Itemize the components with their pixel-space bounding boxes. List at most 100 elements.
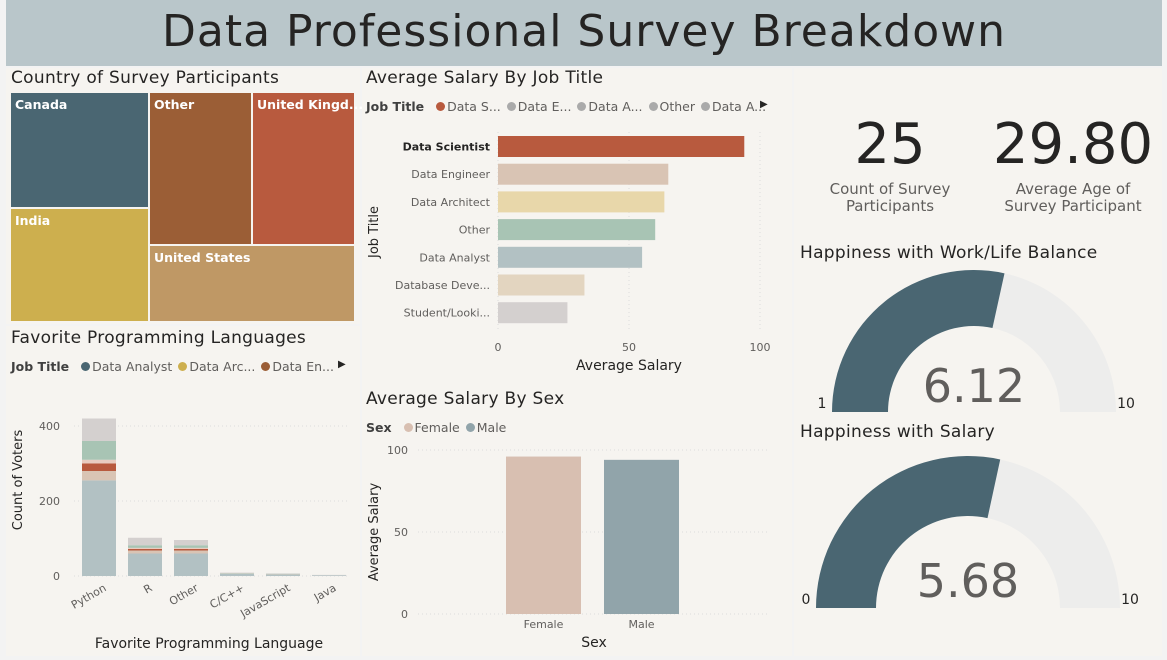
bar[interactable] [498,191,665,213]
legend-item[interactable]: Data S... [447,99,501,114]
bar[interactable] [498,246,643,268]
treemap-label: United States [154,250,251,265]
gauge-value: 6.12 [923,359,1025,413]
salary-job-chart[interactable]: 0 50 100 Data Scientist Data Engineer Data Ar… [362,120,792,376]
legend-item[interactable]: Data En... [272,359,334,374]
bar-segment[interactable] [174,545,208,548]
bar-segment[interactable] [266,574,300,577]
y-tick-label: Data Scientist [403,141,490,154]
legend-dot-icon [648,102,658,111]
treemap-cell-other[interactable]: Other [149,92,252,245]
bar[interactable] [498,219,656,241]
bar[interactable] [604,459,679,614]
x-tick-label: Other [167,581,201,608]
gauge-fill[interactable] [832,270,1005,412]
legend-item[interactable]: Female [414,420,460,435]
treemap-cell-united-states[interactable]: United States [149,245,355,322]
x-axis-title: Favorite Programming Language [95,636,323,652]
legend-item[interactable]: Data A... [588,99,643,114]
bar[interactable] [506,456,581,614]
treemap-cell-united-kingdom[interactable]: United Kingd... [252,92,363,245]
gauge-min-label: 1 [818,396,827,412]
legend-item[interactable]: Data E... [517,99,572,114]
y-tick-label: 0 [401,608,408,621]
x-tick-label: Java [311,581,339,604]
x-tick-label: Python [69,581,109,611]
y-tick-label: 200 [39,495,60,508]
bar-segment[interactable] [82,463,116,472]
bar[interactable] [498,163,669,185]
salary-sex-title: Average Salary By Sex [366,389,565,409]
gauge-title-salary: Happiness with Salary [800,422,996,442]
bar-segment[interactable] [128,553,162,577]
bar-segment[interactable] [174,540,208,546]
y-tick-label: Other [459,224,491,237]
gauge-max-label: 10 [1117,396,1135,412]
languages-panel [6,326,360,656]
bar-segment[interactable] [82,471,116,481]
x-tick-label: R [141,581,154,596]
treemap-label: Other [154,97,195,112]
bar[interactable] [498,136,745,157]
bar-segment[interactable] [312,575,346,576]
x-tick-label: 50 [622,341,636,354]
bar-segment[interactable] [174,553,208,577]
legend-next-arrow-icon[interactable]: ▶ [760,99,768,110]
bar-segment[interactable] [128,549,162,551]
legend-item[interactable]: Data Arc... [189,359,256,374]
legend-dot-icon [701,102,710,111]
bar-segment[interactable] [128,545,162,548]
x-tick-label: Female [524,618,564,631]
bar-segment[interactable] [82,418,116,442]
y-axis-title: Count of Voters [11,430,26,531]
legend-item[interactable]: Data Analyst [92,359,173,374]
bar-segment[interactable] [82,459,116,464]
y-tick-label: 50 [394,526,408,539]
bar-segment[interactable] [174,547,208,549]
bar[interactable] [498,274,585,296]
title-bar: Data Professional Survey Breakdown [6,0,1162,66]
treemap-cell-india[interactable]: India [10,208,149,322]
legend-title: Job Title [11,359,70,374]
count-card-label: Count of Survey Participants [829,180,951,215]
legend-title: Job Title [366,99,425,114]
languages-title: Favorite Programming Languages [11,328,307,348]
bar-segment[interactable] [128,547,162,549]
legend-item[interactable]: Data A... [712,99,767,114]
gauge-salary[interactable]: 5.68 0 10 [794,442,1162,614]
bar-segment[interactable] [82,480,116,576]
legend-next-arrow-icon[interactable]: ▶ [338,359,346,370]
country-treemap[interactable]: Canada India Other United Kingd... Unite… [10,92,363,322]
y-tick-label: Data Analyst [419,251,490,264]
salary-job-title: Average Salary By Job Title [366,68,604,88]
legend-dot-icon [436,102,446,111]
bar-segment[interactable] [128,537,162,546]
legend-dot-icon [465,423,475,432]
gauge-min-label: 0 [802,592,811,608]
legend-item[interactable]: Male [476,420,507,435]
legend-item[interactable]: Other [659,99,696,114]
salary-sex-chart[interactable]: 0 50 100 Female Male Average Salary Sex [362,440,792,654]
legend-dot-icon [577,102,587,111]
bar[interactable] [498,302,568,324]
languages-legend: Job Title Data Analyst Data Arc... Data … [11,359,334,374]
gauge-value: 5.68 [917,554,1019,608]
y-tick-label: Database Deve... [395,279,490,292]
age-card-label: Average Age of Survey Participant [1004,180,1142,215]
dashboard-title: Data Professional Survey Breakdown [161,6,1007,57]
treemap-label: India [15,213,51,228]
gauge-title-worklife: Happiness with Work/Life Balance [800,243,1098,263]
count-card-value: 25 [854,112,926,177]
bar-segment[interactable] [174,550,208,554]
bar-segment[interactable] [174,549,208,551]
salary-job-legend: Job Title Data S... Data E... Data A... … [366,99,766,114]
legend-dot-icon [506,102,516,111]
gauge-worklife[interactable]: 6.12 1 10 [794,262,1162,418]
bar-segment[interactable] [82,441,116,460]
bar-segment[interactable] [128,550,162,554]
bar-segment[interactable] [220,573,254,576]
x-tick-label: JavaScript [237,581,293,621]
gauge-fill[interactable] [816,456,1001,608]
treemap-cell-canada[interactable]: Canada [10,92,149,208]
